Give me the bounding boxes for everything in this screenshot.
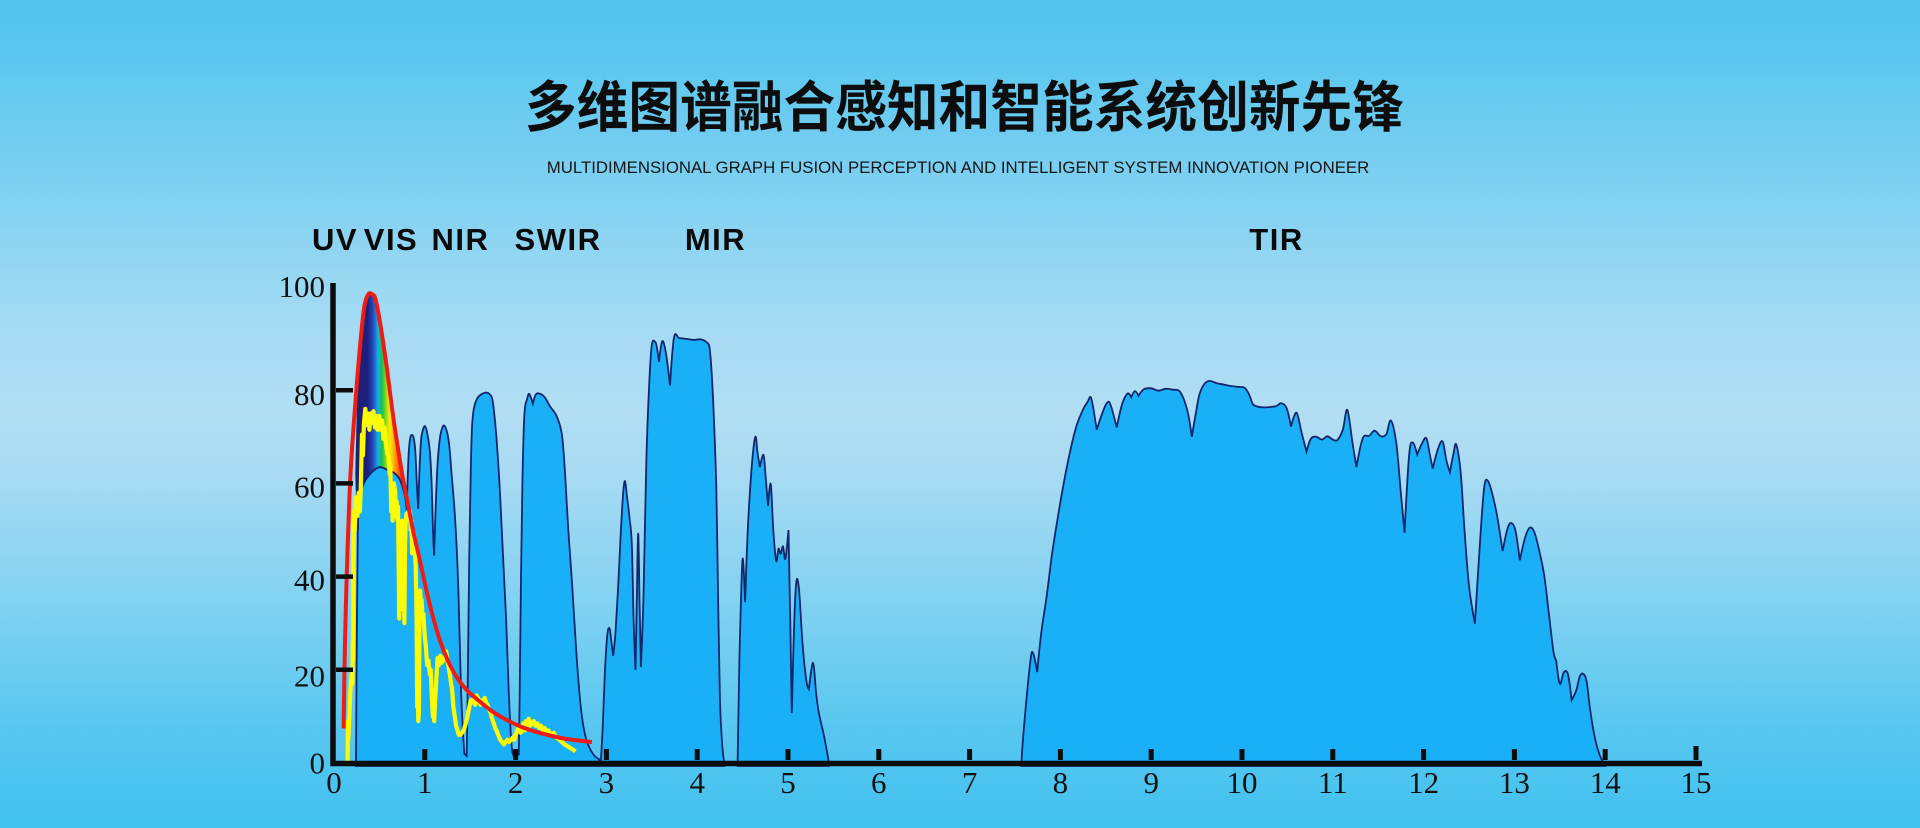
svg-text:UV: UV <box>312 222 358 257</box>
svg-text:10: 10 <box>1227 765 1258 800</box>
svg-text:60: 60 <box>294 470 325 505</box>
svg-text:40: 40 <box>294 563 325 598</box>
svg-text:0: 0 <box>310 746 326 781</box>
svg-text:0: 0 <box>326 765 342 800</box>
svg-text:9: 9 <box>1143 765 1159 800</box>
svg-text:2: 2 <box>508 765 524 800</box>
svg-text:12: 12 <box>1408 765 1439 800</box>
svg-text:NIR: NIR <box>432 222 490 257</box>
svg-text:11: 11 <box>1318 765 1348 800</box>
svg-text:5: 5 <box>780 765 796 800</box>
svg-text:VIS: VIS <box>364 222 418 257</box>
svg-text:4: 4 <box>689 765 705 800</box>
svg-text:13: 13 <box>1499 765 1530 800</box>
svg-text:14: 14 <box>1590 765 1622 800</box>
svg-text:80: 80 <box>294 377 325 412</box>
svg-text:6: 6 <box>871 765 887 800</box>
svg-text:MIR: MIR <box>685 222 746 257</box>
svg-text:MULTIDIMENSIONAL GRAPH FUSION: MULTIDIMENSIONAL GRAPH FUSION PERCEPTION… <box>547 158 1369 177</box>
svg-text:SWIR: SWIR <box>515 222 602 257</box>
svg-text:20: 20 <box>294 659 325 694</box>
svg-text:100: 100 <box>279 269 326 304</box>
svg-text:7: 7 <box>962 765 978 800</box>
svg-text:8: 8 <box>1053 765 1069 800</box>
svg-text:TIR: TIR <box>1249 222 1303 257</box>
svg-text:15: 15 <box>1681 765 1712 800</box>
svg-text:3: 3 <box>599 765 615 800</box>
svg-text:1: 1 <box>417 765 433 800</box>
